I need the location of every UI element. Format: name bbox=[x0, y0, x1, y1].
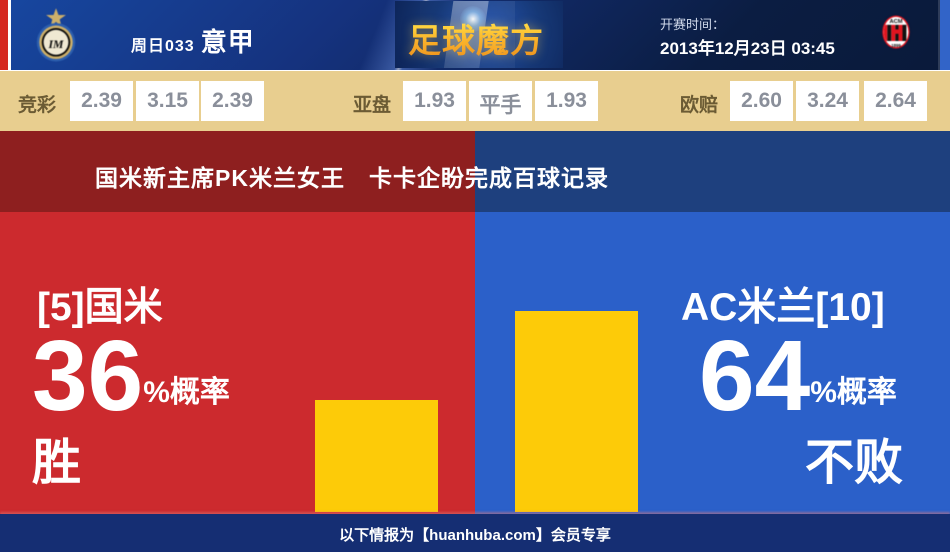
svg-text:1899: 1899 bbox=[891, 43, 901, 48]
svg-text:IM: IM bbox=[47, 38, 64, 51]
svg-text:ACM: ACM bbox=[889, 19, 902, 25]
